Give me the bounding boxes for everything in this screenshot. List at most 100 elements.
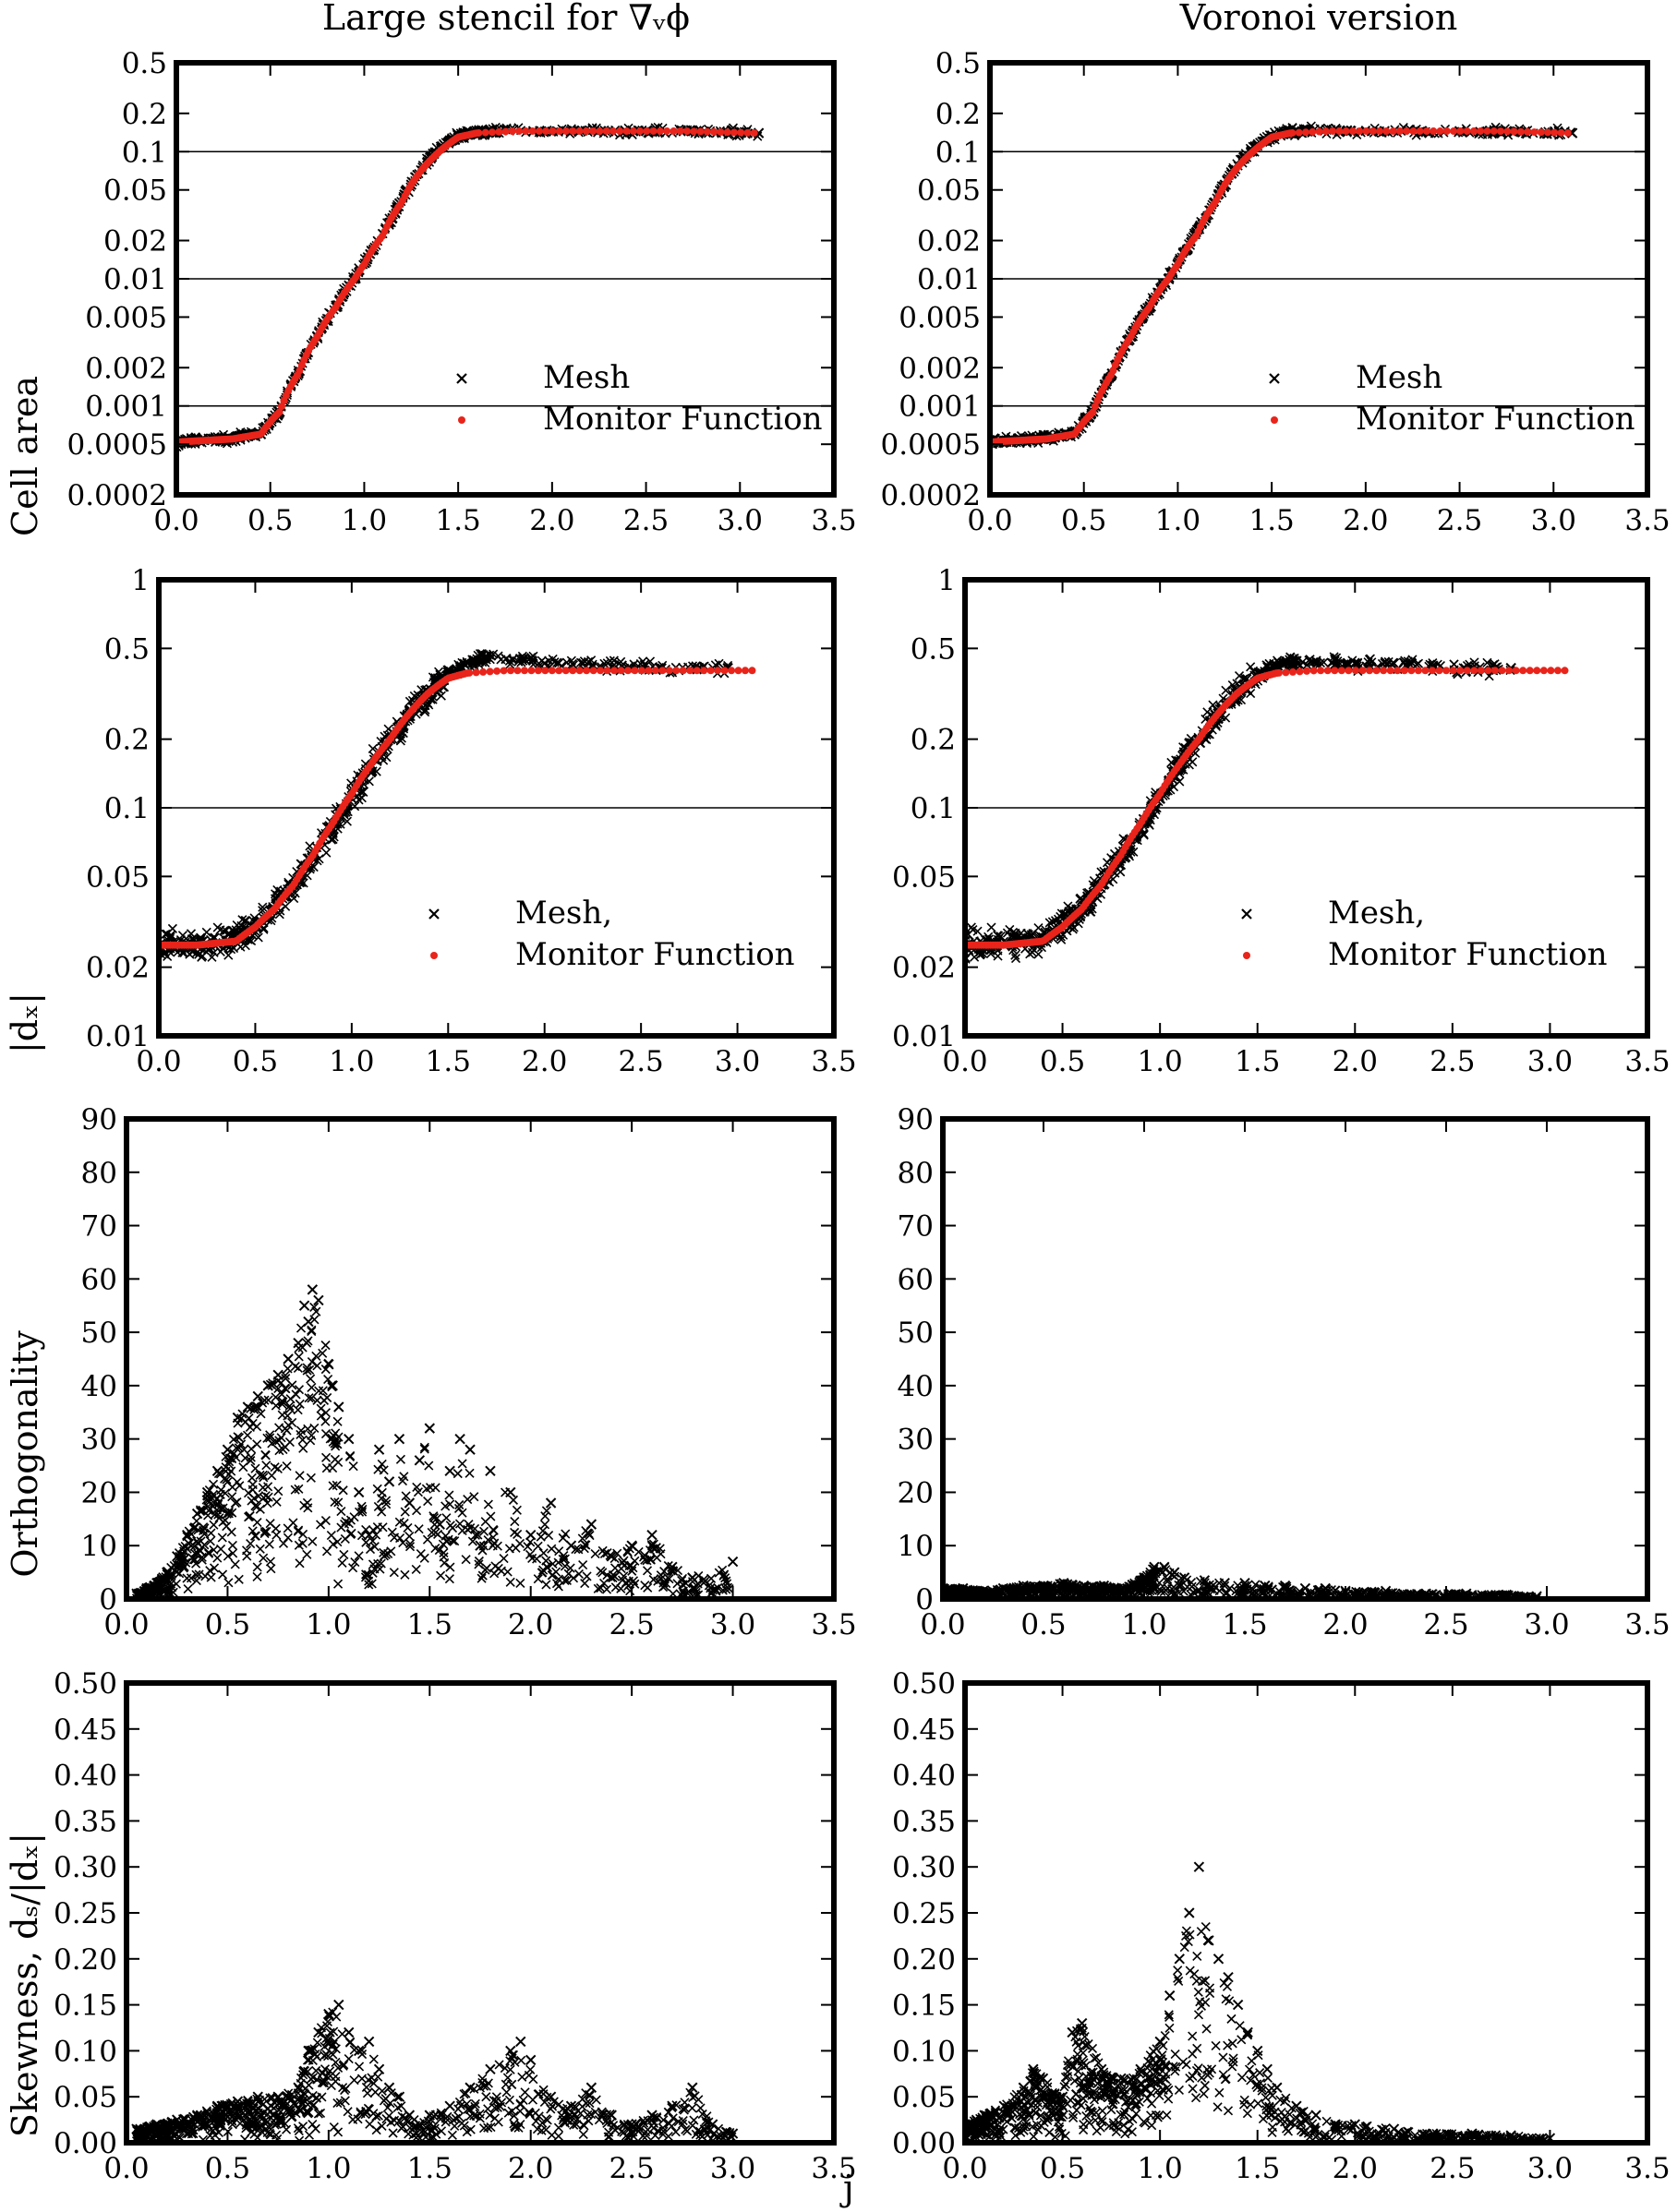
monitor-point xyxy=(561,667,570,675)
monitor-point xyxy=(1421,667,1430,675)
mesh-marker xyxy=(179,1546,189,1557)
mesh-marker xyxy=(235,942,246,952)
mesh-marker xyxy=(226,1527,236,1537)
x-tick-label: 0.5 xyxy=(233,1045,278,1078)
mesh-marker xyxy=(200,1571,211,1581)
mesh-marker xyxy=(474,1556,484,1567)
mesh-marker xyxy=(445,1562,455,1572)
mesh-marker xyxy=(283,1364,293,1374)
y-tick-label: 1 xyxy=(937,564,956,597)
monitor-point xyxy=(1490,667,1499,675)
mesh-point xyxy=(298,1300,310,1311)
mesh-marker xyxy=(405,1539,416,1549)
mesh-marker xyxy=(250,1501,260,1511)
mesh-marker xyxy=(966,922,976,932)
y-tick-label: 80 xyxy=(81,1157,117,1190)
monitor-point xyxy=(643,127,651,136)
y-tick-label: 0.05 xyxy=(917,174,981,208)
mesh-point xyxy=(313,1294,324,1306)
mesh-point xyxy=(485,1465,496,1477)
mesh-marker xyxy=(294,1525,304,1535)
y-tick-label: 0.01 xyxy=(892,1020,956,1053)
x-tick-label: 1.5 xyxy=(407,1608,452,1641)
mesh-marker xyxy=(361,1569,371,1580)
mesh-marker xyxy=(387,1527,397,1537)
mesh-marker xyxy=(444,1490,454,1500)
y-tick-label: 0.5 xyxy=(911,632,956,666)
mesh-marker xyxy=(369,1542,380,1552)
mesh-marker xyxy=(1490,659,1500,669)
mesh-marker xyxy=(511,1543,521,1553)
monitor-point xyxy=(1430,127,1438,136)
mesh-marker xyxy=(659,1581,670,1592)
mesh-marker xyxy=(587,659,597,669)
monitor-point xyxy=(714,667,722,675)
monitor-point xyxy=(686,667,694,675)
mesh-marker xyxy=(247,1444,257,1454)
mesh-marker xyxy=(419,1444,429,1454)
mesh-marker xyxy=(280,1383,290,1393)
mesh-marker xyxy=(309,1315,320,1325)
monitor-point xyxy=(624,667,633,675)
monitor-point xyxy=(1288,129,1297,138)
data-points xyxy=(159,648,756,962)
mesh-point xyxy=(1291,655,1302,667)
x-tick-label: 0.0 xyxy=(103,1608,149,1641)
monitor-point xyxy=(1301,128,1309,137)
mesh-marker xyxy=(219,926,229,936)
mesh-marker xyxy=(602,658,612,668)
mesh-marker xyxy=(377,1459,387,1469)
monitor-point xyxy=(1317,667,1325,675)
mesh-marker xyxy=(223,1551,233,1561)
mesh-marker xyxy=(515,1578,525,1589)
monitor-point xyxy=(1539,667,1548,675)
mesh-marker xyxy=(428,672,438,682)
monitor-point xyxy=(1348,127,1357,136)
monitor-point xyxy=(275,408,284,416)
mesh-marker xyxy=(508,1495,519,1505)
monitor-point xyxy=(1516,127,1525,136)
monitor-point xyxy=(1553,667,1562,675)
monitor-point xyxy=(575,667,584,675)
mesh-marker xyxy=(183,1584,193,1594)
mesh-point xyxy=(303,1316,314,1328)
y-tick-label: 0.1 xyxy=(935,136,981,169)
legend-monitor-label: Monitor Function xyxy=(515,936,795,973)
mesh-marker xyxy=(190,1555,200,1565)
legend-mesh-label: Mesh xyxy=(1356,359,1442,396)
cell-area-large-stencil-panel: 0.0 0.5 1.0 1.5 2.0 2.5 3.0 3.50.50.20.10.050.0… xyxy=(67,47,857,537)
monitor-point xyxy=(658,667,667,675)
legend-mesh-marker xyxy=(456,373,467,384)
monitor-point xyxy=(637,667,645,675)
mesh-marker xyxy=(332,1480,342,1490)
mesh-marker xyxy=(440,1501,451,1511)
mesh-marker xyxy=(271,1437,281,1447)
mesh-marker xyxy=(397,1476,408,1486)
dx-voronoi-panel: 0.0 0.5 1.0 1.5 2.0 2.5 3.0 3.510.50.20.10.050.… xyxy=(892,564,1671,1078)
mesh-point xyxy=(464,1444,476,1455)
monitor-point xyxy=(1329,127,1337,136)
mesh-marker xyxy=(404,1542,416,1552)
mesh-marker xyxy=(656,1573,667,1584)
mesh-marker xyxy=(473,1530,483,1540)
y-tick-label: 0.05 xyxy=(103,174,167,208)
mesh-marker xyxy=(250,1463,260,1473)
mesh-marker xyxy=(284,1437,295,1448)
mesh-marker xyxy=(710,1584,720,1594)
mesh-marker xyxy=(255,1544,265,1554)
mesh-marker xyxy=(533,1574,543,1584)
mesh-marker xyxy=(290,1485,300,1495)
legend-mesh-marker xyxy=(428,908,440,920)
mesh-marker xyxy=(573,1545,584,1555)
mesh-marker xyxy=(209,947,219,957)
monitor-point xyxy=(562,127,571,136)
monitor-point xyxy=(1503,127,1512,136)
mesh-marker xyxy=(209,1563,220,1573)
monitor-point xyxy=(495,127,503,136)
mesh-point xyxy=(181,1529,193,1541)
mesh-marker xyxy=(419,1553,429,1563)
mesh-marker xyxy=(474,1559,484,1569)
mesh-marker xyxy=(242,1551,252,1561)
y-tick-label: 0.05 xyxy=(86,860,150,894)
